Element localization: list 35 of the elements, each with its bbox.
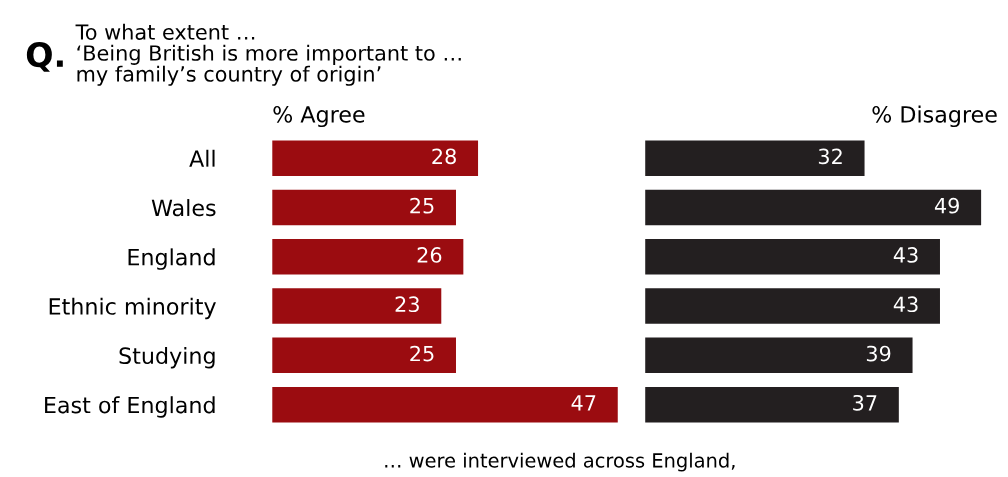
y-tick-label: East of England: [45, 396, 215, 418]
bar: [645, 386, 899, 423]
chart-title: Q.: [26, 42, 63, 72]
y-tick-label: England: [128, 248, 215, 270]
x-axis-title: % Disagree: [872, 105, 997, 128]
y-tick-label: Wales: [151, 199, 216, 217]
y-tick-label: Studying: [119, 346, 215, 369]
bar: [272, 189, 456, 226]
y-tick-label: Ethnic minority: [49, 297, 216, 320]
bar: [272, 140, 479, 176]
chart-subtitle: To what extent … ‘Being British is more important to … my family’s country of origin’: [75, 23, 461, 86]
bar: [272, 288, 442, 324]
bar: [645, 288, 940, 324]
x-axis-title: % Agree: [273, 105, 365, 128]
bar: [645, 140, 865, 176]
y-tick-label: All: [189, 149, 215, 167]
data-label: 25: [410, 345, 434, 362]
data-label: 47: [571, 395, 596, 411]
data-label: 28: [432, 148, 456, 165]
bar: [272, 337, 456, 374]
bar: [645, 189, 982, 226]
bar: [272, 239, 464, 275]
text: … were interviewed across England,: [385, 452, 735, 472]
bar: [645, 239, 940, 275]
data-label: 39: [866, 345, 891, 362]
bar: [645, 337, 913, 374]
data-label: 32: [818, 148, 842, 165]
data-label: 37: [853, 394, 877, 411]
data-label: 49: [934, 197, 959, 214]
data-label: 26: [417, 247, 442, 263]
data-label: 23: [395, 296, 419, 313]
data-label: 43: [893, 296, 918, 313]
data-label: 43: [893, 247, 918, 263]
bar: [272, 386, 618, 423]
data-label: 25: [410, 197, 434, 214]
